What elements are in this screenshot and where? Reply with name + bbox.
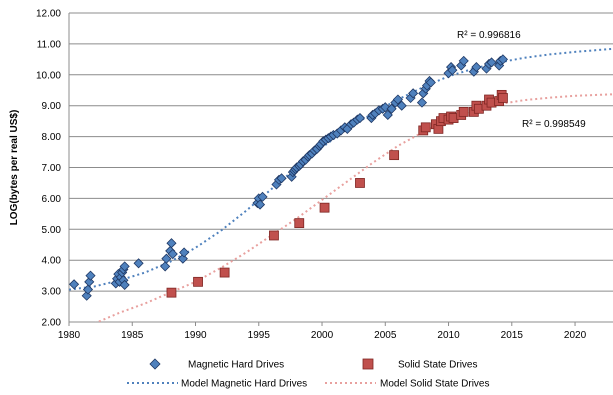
y-tick-labels: 2.00 3.00 4.00 5.00 6.00 7.00 8.00 9.00 10.00 11.… <box>36 9 61 329</box>
gridlines <box>69 12 613 323</box>
magnetic-hard-drive-point <box>257 191 268 202</box>
magnetic-hard-drive-point <box>382 109 393 121</box>
solid-state-drive-point <box>498 93 508 103</box>
legend-item-model-magnetic: Model Magnetic Hard Drives <box>127 379 307 390</box>
y-tick-label: 11.00 <box>37 39 62 50</box>
plot-area <box>69 47 613 322</box>
model-solid-state-drives-line <box>95 93 613 322</box>
r2-label-solid-state: R² = 0.998549 <box>522 119 586 130</box>
magnetic-hard-drive-point <box>161 253 172 264</box>
y-tick-label: 2.00 <box>42 318 62 329</box>
legend-label-model-solid-state: Model Solid State Drives <box>380 379 490 390</box>
legend-item-solid-state: Solid State Drives <box>362 358 477 371</box>
solid-state-drive-point <box>166 287 177 298</box>
x-tick-label: 2015 <box>501 330 524 341</box>
magnetic-hard-drive-point <box>447 65 458 76</box>
y-tick-label: 7.00 <box>42 163 62 174</box>
model-magnetic-hard-drives-line <box>69 47 613 291</box>
solid-state-drives-points <box>166 89 508 298</box>
solid-state-drive-point <box>355 178 365 188</box>
magnetic-hard-drive-point <box>416 97 428 108</box>
magnetic-hard-drive-point <box>386 103 397 114</box>
magnetic-hard-drive-point <box>133 258 144 269</box>
magnetic-hard-drive-point <box>254 199 266 210</box>
axes <box>68 13 613 326</box>
x-tick-label: 1995 <box>248 330 271 341</box>
r2-label-magnetic: R² = 0.996816 <box>457 30 521 41</box>
solid-state-drive-point <box>269 230 279 241</box>
legend-label-model-magnetic: Model Magnetic Hard Drives <box>181 379 307 390</box>
magnetic-hard-drive-point <box>166 238 177 249</box>
magnetic-hard-drive-point <box>85 270 96 281</box>
magnetic-hard-drive-point <box>82 284 94 295</box>
magnetic-hard-drive-point <box>179 247 190 258</box>
magnetic-hard-drives-points <box>69 54 509 301</box>
x-tick-label: 1990 <box>184 330 207 341</box>
x-tick-label: 2005 <box>374 330 397 341</box>
magnetic-hard-drive-point <box>354 112 366 124</box>
magnetic-hard-drive-point <box>276 173 287 184</box>
legend-diamond-marker <box>149 358 161 370</box>
magnetic-hard-drive-point <box>160 261 171 272</box>
legend-label-solid-state: Solid State Drives <box>398 360 477 371</box>
x-tick-label: 1985 <box>121 330 144 341</box>
y-tick-label: 8.00 <box>42 132 62 143</box>
x-tick-labels: 1980 1985 1990 1995 2000 2005 2010 2015 2020 <box>58 330 587 341</box>
y-tick-label: 10.00 <box>36 70 61 81</box>
solid-state-drive-point <box>294 218 305 229</box>
y-tick-label: 5.00 <box>42 225 62 236</box>
magnetic-hard-drive-point <box>69 279 80 290</box>
magnetic-hard-drive-point <box>167 248 178 260</box>
solid-state-drive-point <box>458 106 469 117</box>
y-tick-label: 4.00 <box>42 256 62 267</box>
y-tick-label: 6.00 <box>42 194 62 205</box>
magnetic-hard-drive-point <box>119 261 130 272</box>
magnetic-hard-drive-point <box>458 55 469 66</box>
legend: Magnetic Hard Drives Solid State Drives … <box>127 358 490 390</box>
solid-state-drive-point <box>420 122 431 133</box>
y-tick-label: 12.00 <box>36 9 61 20</box>
magnetic-hard-drive-point <box>425 77 436 88</box>
legend-item-model-solid-state: Model Solid State Drives <box>325 379 490 390</box>
x-tick-label: 2010 <box>437 330 460 341</box>
magnetic-hard-drive-point <box>497 54 509 65</box>
solid-state-drive-point <box>193 276 203 287</box>
legend-item-magnetic: Magnetic Hard Drives <box>149 358 284 371</box>
magnetic-hard-drive-point <box>119 279 130 290</box>
x-tick-label: 2020 <box>564 330 587 341</box>
solid-state-drive-point <box>389 150 400 161</box>
y-axis-title: LOG(bytes per real US$) <box>9 110 20 226</box>
y-tick-label: 9.00 <box>42 101 62 112</box>
legend-label-magnetic: Magnetic Hard Drives <box>188 360 284 371</box>
magnetic-hard-drive-point <box>408 88 419 99</box>
solid-state-drive-point <box>319 202 330 213</box>
y-tick-label: 3.00 <box>42 287 62 298</box>
magnetic-hard-drive-point <box>392 94 403 105</box>
magnetic-hard-drive-point <box>486 57 497 68</box>
x-tick-label: 2000 <box>311 330 334 341</box>
magnetic-hard-drive-point <box>471 62 482 73</box>
x-tick-label: 1980 <box>58 330 81 341</box>
legend-square-marker <box>362 358 374 370</box>
solid-state-drive-point <box>219 267 230 278</box>
magnetic-hard-drive-point <box>396 100 407 111</box>
